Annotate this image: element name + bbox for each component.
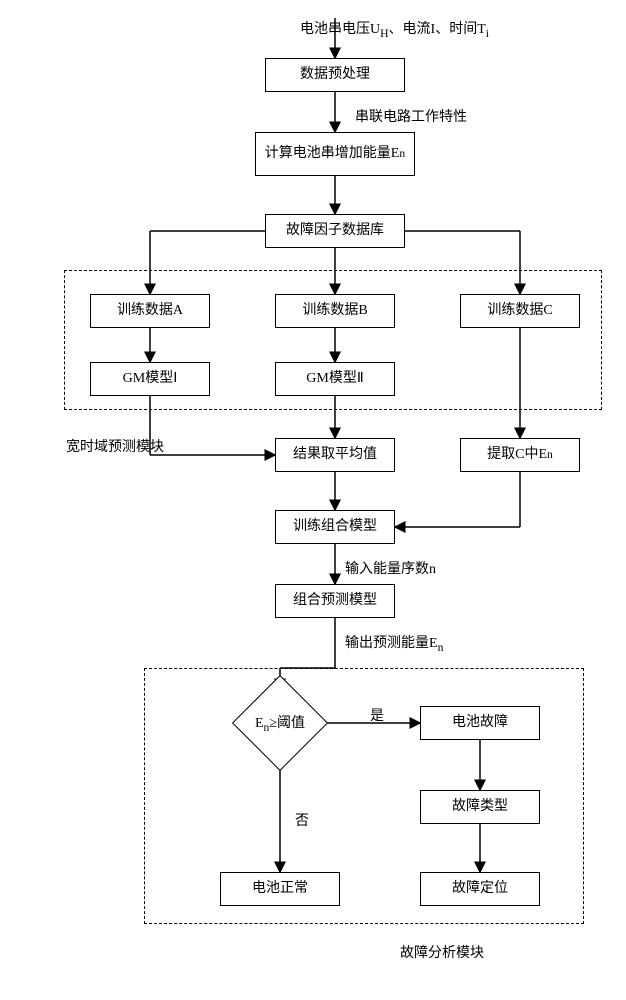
box-train-c: 训练数据C: [460, 294, 580, 328]
label-series-char: 串联电路工作特性: [355, 106, 467, 126]
box-fault-db: 故障因子数据库: [265, 214, 405, 248]
box-preprocess: 数据预处理: [265, 58, 405, 92]
box-avg: 结果取平均值: [275, 438, 395, 472]
decision-threshold-text: En≥阈值: [255, 712, 305, 734]
decision-threshold: En≥阈值: [246, 689, 314, 757]
box-extract-c: 提取C中En: [460, 438, 580, 472]
label-fault-module: 故障分析模块: [400, 942, 484, 962]
flowchart-canvas: 电池串电压UH、电流I、时间Ti 串联电路工作特性 宽时域预测模块 输入能量序数…: [0, 0, 626, 1000]
box-gm2: GM模型Ⅱ: [275, 362, 395, 396]
box-fault-type: 故障类型: [420, 790, 540, 824]
box-calc-energy: 计算电池串增加能量En: [255, 132, 415, 176]
box-gm1: GM模型Ⅰ: [90, 362, 210, 396]
box-normal: 电池正常: [220, 872, 340, 906]
box-fault: 电池故障: [420, 706, 540, 740]
box-fault-loc: 故障定位: [420, 872, 540, 906]
box-train-a: 训练数据A: [90, 294, 210, 328]
label-wide-domain: 宽时域预测模块: [66, 436, 164, 456]
box-train-combo: 训练组合模型: [275, 510, 395, 544]
label-input: 电池串电压UH、电流I、时间Ti: [300, 18, 489, 40]
label-input-seq: 输入能量序数n: [345, 558, 436, 578]
box-combo-model: 组合预测模型: [275, 584, 395, 618]
box-train-b: 训练数据B: [275, 294, 395, 328]
label-output-pred: 输出预测能量En: [345, 632, 443, 654]
